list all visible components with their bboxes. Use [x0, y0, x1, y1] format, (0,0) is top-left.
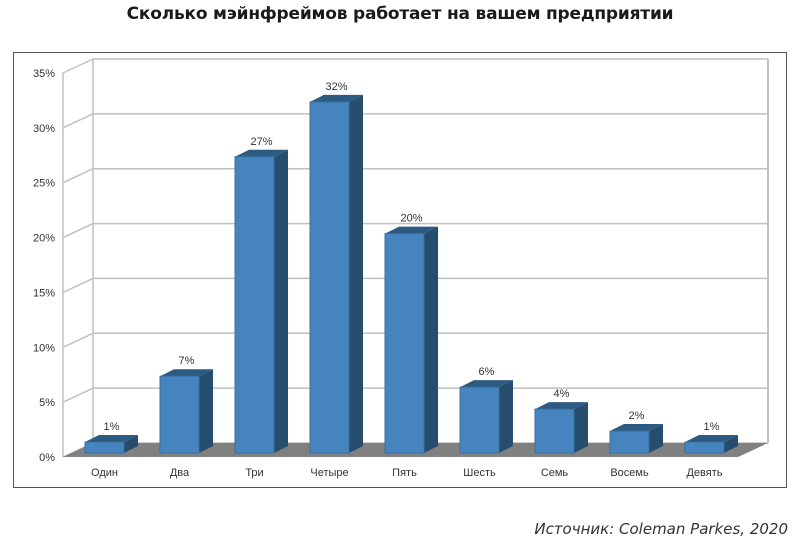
- source-caption: Источник: Coleman Parkes, 2020: [534, 520, 788, 538]
- data-label: 32%: [325, 81, 347, 93]
- bar-top: [235, 149, 288, 157]
- bar-top: [85, 435, 138, 443]
- bar: [384, 233, 425, 454]
- data-label: 7%: [179, 355, 195, 367]
- data-label: 6%: [479, 366, 495, 378]
- side-gridline: [62, 277, 94, 294]
- bar: [609, 430, 650, 454]
- chart-title: Сколько мэйнфреймов работает на вашем пр…: [126, 4, 674, 24]
- side-gridline: [62, 113, 94, 129]
- y-tick-label: 15%: [33, 287, 55, 299]
- bar-top: [385, 226, 438, 234]
- x-category-label: Три: [245, 467, 263, 479]
- y-tick-label: 20%: [33, 233, 55, 245]
- bar-side: [724, 435, 738, 453]
- side-gridline: [62, 222, 94, 239]
- x-category-label: Один: [91, 467, 118, 479]
- bar-side: [574, 402, 588, 453]
- y-tick-label: 30%: [33, 123, 55, 135]
- bar-side: [274, 149, 288, 453]
- bar-side: [649, 424, 663, 453]
- bar-top: [685, 435, 738, 443]
- bar-top: [310, 94, 363, 102]
- bar-top: [460, 380, 513, 388]
- bar: [684, 441, 725, 454]
- bar-top: [610, 424, 663, 432]
- y-tick-label: 0%: [39, 452, 55, 464]
- x-category-label: Восемь: [610, 467, 649, 479]
- x-category-label: Четыре: [310, 467, 348, 479]
- bar-top: [535, 402, 588, 410]
- side-gridline: [62, 387, 94, 403]
- y-tick-label: 35%: [33, 68, 55, 80]
- data-label: 1%: [704, 421, 720, 433]
- data-label: 1%: [104, 421, 120, 433]
- bar: [159, 375, 200, 454]
- bar-side: [199, 369, 213, 453]
- bar-side: [124, 435, 138, 453]
- bar: [309, 101, 350, 454]
- data-label: 2%: [629, 410, 645, 422]
- x-category-label: Два: [170, 467, 190, 479]
- y-tick-label: 10%: [33, 342, 55, 354]
- x-category-label: Шесть: [463, 467, 496, 479]
- bar: [459, 386, 500, 454]
- bar-top: [160, 369, 213, 377]
- x-category-label: Семь: [541, 467, 569, 479]
- side-gridline: [62, 58, 94, 74]
- data-label: 27%: [250, 136, 272, 148]
- bar-side: [499, 380, 513, 453]
- data-label: 4%: [554, 388, 570, 400]
- bar-side: [349, 94, 363, 454]
- bar: [234, 156, 275, 454]
- y-tick-label: 5%: [39, 397, 55, 409]
- side-gridline: [62, 168, 94, 184]
- x-category-label: Пять: [392, 467, 417, 479]
- bar-side: [424, 226, 438, 453]
- x-category-label: Девять: [686, 467, 722, 479]
- bar: [84, 441, 125, 454]
- side-gridline: [62, 332, 94, 348]
- bar: [534, 408, 575, 454]
- y-tick-label: 25%: [33, 178, 55, 190]
- data-label: 20%: [400, 213, 422, 225]
